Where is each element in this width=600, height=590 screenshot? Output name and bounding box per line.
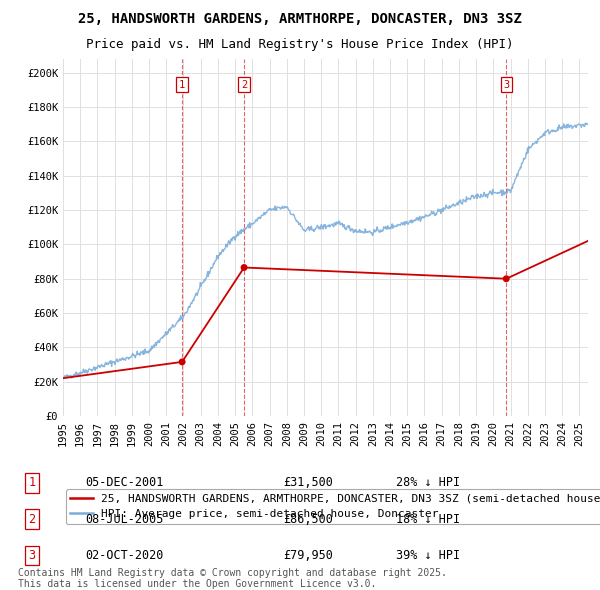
Text: 2: 2 [29, 513, 35, 526]
Point [239, 263, 249, 272]
Text: Contains HM Land Registry data © Crown copyright and database right 2025.
This d: Contains HM Land Registry data © Crown c… [18, 568, 447, 589]
Text: 08-JUL-2005: 08-JUL-2005 [86, 513, 164, 526]
Text: 02-OCT-2020: 02-OCT-2020 [86, 549, 164, 562]
Text: 05-DEC-2001: 05-DEC-2001 [86, 476, 164, 489]
Text: 18% ↓ HPI: 18% ↓ HPI [396, 513, 460, 526]
Point [178, 357, 187, 366]
Text: 3: 3 [29, 549, 35, 562]
Text: 1: 1 [179, 80, 185, 90]
Text: 2: 2 [241, 80, 247, 90]
Text: 3: 3 [503, 80, 509, 90]
Text: 1: 1 [29, 476, 35, 489]
Text: 25, HANDSWORTH GARDENS, ARMTHORPE, DONCASTER, DN3 3SZ: 25, HANDSWORTH GARDENS, ARMTHORPE, DONCA… [78, 12, 522, 26]
Text: 28% ↓ HPI: 28% ↓ HPI [396, 476, 460, 489]
Text: Price paid vs. HM Land Registry's House Price Index (HPI): Price paid vs. HM Land Registry's House … [86, 38, 514, 51]
Legend: 25, HANDSWORTH GARDENS, ARMTHORPE, DONCASTER, DN3 3SZ (semi-detached house), HPI: 25, HANDSWORTH GARDENS, ARMTHORPE, DONCA… [66, 489, 600, 524]
Text: £79,950: £79,950 [283, 549, 333, 562]
Text: £86,500: £86,500 [283, 513, 333, 526]
Point [502, 274, 511, 283]
Text: £31,500: £31,500 [283, 476, 333, 489]
Text: 39% ↓ HPI: 39% ↓ HPI [396, 549, 460, 562]
